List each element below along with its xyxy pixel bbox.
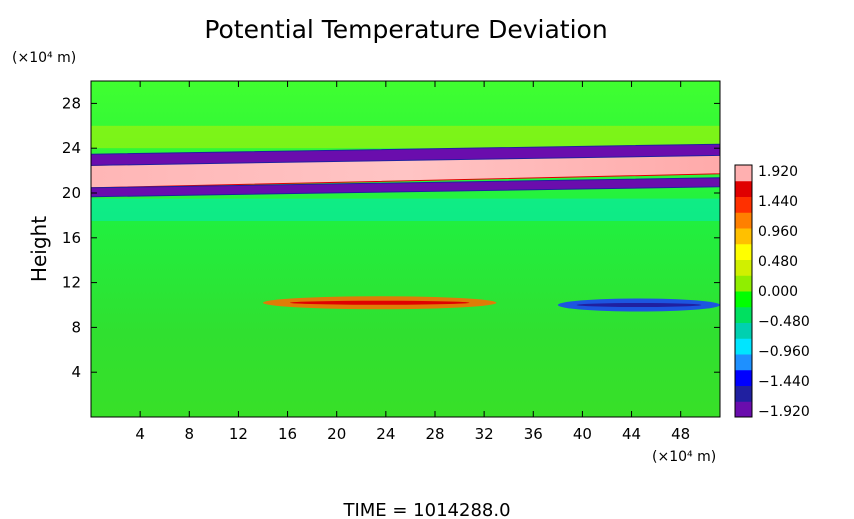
colorbar-segment <box>735 165 752 182</box>
colorbar-segment <box>735 338 752 355</box>
y-tick-label: 20 <box>62 184 81 202</box>
colorbar: 1.920 1.440 0.960 0.480 0.000 −0.480 −0.960 −1.… <box>734 164 810 420</box>
colorbar-label: 0.480 <box>758 254 798 270</box>
colorbar-segment <box>735 385 752 402</box>
x-axis-unit: (×10⁴ m) <box>652 449 716 465</box>
x-tick-label: 20 <box>327 425 346 443</box>
y-tick-label: 4 <box>71 363 81 381</box>
x-tick-label: 28 <box>425 425 444 443</box>
y-axis-ticks: 4 8 12 16 20 24 28 <box>62 94 720 381</box>
time-label: TIME = 1014288.0 <box>342 500 510 519</box>
y-tick-label: 12 <box>62 274 81 292</box>
heatmap-layer-1 <box>91 198 720 221</box>
colorbar-label: 0.000 <box>758 284 798 300</box>
colorbar-border <box>734 164 753 418</box>
colorbar-segment <box>735 322 752 339</box>
colorbar-segment <box>735 243 752 260</box>
x-tick-label: 4 <box>135 425 145 443</box>
colorbar-segment <box>735 275 752 292</box>
colorbar-segment <box>735 212 752 229</box>
y-tick-label: 24 <box>62 139 81 157</box>
plot-border <box>90 80 721 418</box>
x-tick-label: 24 <box>376 425 395 443</box>
x-tick-label: 12 <box>229 425 248 443</box>
y-tick-label: 8 <box>71 318 81 336</box>
heatmap-streak-core-0 <box>289 300 470 305</box>
colorbar-label: 0.960 <box>758 224 798 240</box>
x-tick-label: 16 <box>278 425 297 443</box>
colorbar-segment <box>735 354 752 371</box>
colorbar-segment <box>735 228 752 245</box>
colorbar-label: −0.960 <box>758 344 810 360</box>
colorbar-segment <box>735 369 752 386</box>
heatmap-band-2 <box>91 143 720 166</box>
colorbar-segment <box>735 401 752 418</box>
y-axis-label: Height <box>27 216 51 282</box>
y-axis-unit: (×10⁴ m) <box>12 50 76 66</box>
x-axis-ticks: 4 8 12 16 20 24 28 32 36 40 44 48 <box>135 81 690 443</box>
colorbar-segment <box>735 306 752 323</box>
colorbar-label: 1.920 <box>758 164 798 180</box>
x-tick-label: 40 <box>573 425 592 443</box>
colorbar-segment <box>735 196 752 213</box>
heatmap-streak-core-1 <box>576 303 702 307</box>
y-tick-label: 16 <box>62 229 81 247</box>
colorbar-label: −1.440 <box>758 374 810 390</box>
y-tick-label: 28 <box>62 94 81 112</box>
heatmap-plot-area <box>91 81 720 417</box>
chart-title: Potential Temperature Deviation <box>204 15 607 44</box>
colorbar-segment <box>735 180 752 197</box>
x-tick-label: 44 <box>622 425 641 443</box>
colorbar-segment <box>735 259 752 276</box>
heatmap-band-1 <box>91 177 720 198</box>
colorbar-segment <box>735 291 752 308</box>
colorbar-label: 1.440 <box>758 194 798 210</box>
x-tick-label: 32 <box>475 425 494 443</box>
heatmap-layer-0 <box>91 125 720 149</box>
x-tick-label: 8 <box>185 425 195 443</box>
x-tick-label: 36 <box>524 425 543 443</box>
colorbar-label: −1.920 <box>758 404 810 420</box>
colorbar-label: −0.480 <box>758 314 810 330</box>
x-tick-label: 48 <box>671 425 690 443</box>
